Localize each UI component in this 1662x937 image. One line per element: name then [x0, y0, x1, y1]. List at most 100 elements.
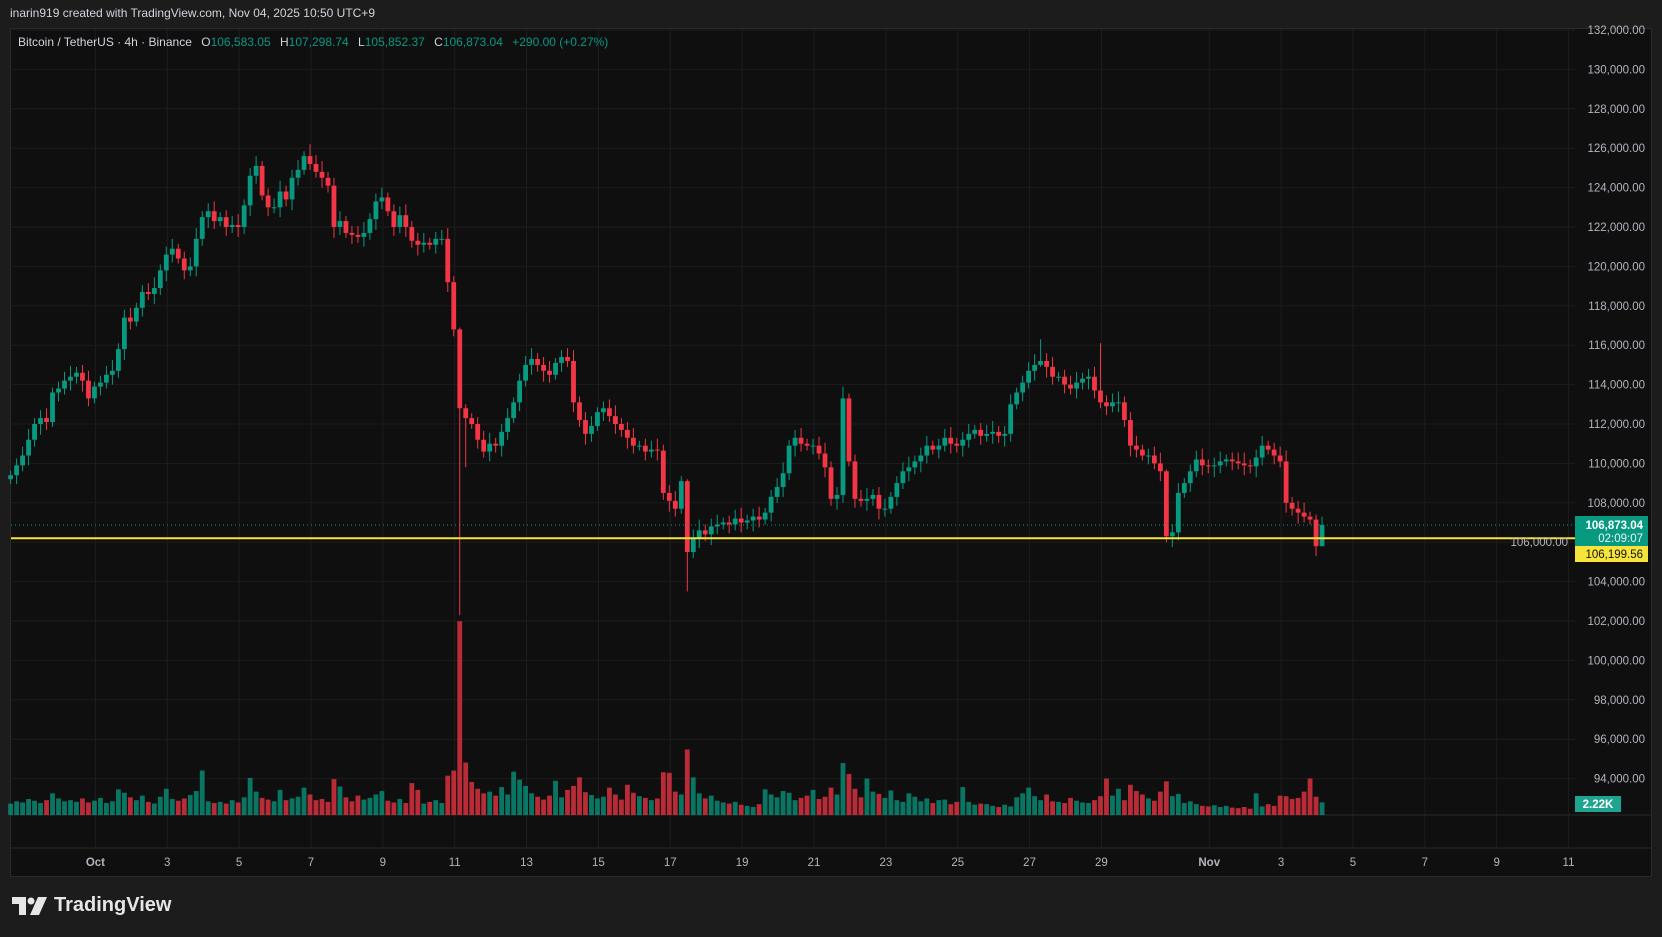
candle-body — [1211, 465, 1217, 467]
volume-bar — [151, 803, 157, 815]
candle-body — [511, 402, 517, 419]
candle-body — [589, 425, 594, 434]
time-axis-label: 3 — [1278, 857, 1284, 869]
volume-bar — [1056, 801, 1061, 815]
volume-bar — [26, 799, 31, 815]
candle — [385, 192, 391, 217]
candle-body — [1277, 455, 1283, 462]
candle-body — [337, 221, 343, 227]
candle — [110, 359, 115, 385]
time-axis-label: 9 — [380, 857, 386, 869]
candle — [978, 423, 984, 445]
volume-bar — [32, 800, 37, 815]
candle-body — [1271, 449, 1277, 456]
volume-bar — [463, 762, 469, 815]
candle-body — [708, 526, 714, 535]
candle-body — [199, 217, 205, 239]
candle-body — [229, 225, 235, 227]
candle — [1008, 394, 1014, 442]
volume-bar — [840, 763, 846, 815]
candle — [313, 155, 319, 178]
volume-bar — [139, 795, 145, 815]
candle-body — [56, 388, 61, 393]
volume-bar — [918, 801, 924, 815]
volume-bar — [127, 797, 133, 815]
volume-bar — [816, 799, 822, 815]
candle — [1032, 354, 1038, 381]
volume-bar — [1223, 805, 1229, 815]
candle — [1002, 425, 1008, 447]
price-axis-label: 100,000.00 — [1587, 655, 1645, 667]
price-axis-label: 128,000.00 — [1587, 104, 1645, 116]
candle-body — [1253, 457, 1259, 467]
candle — [828, 461, 834, 506]
volume-bar — [750, 807, 756, 815]
candle — [804, 438, 810, 451]
candle — [175, 243, 181, 264]
volume-bar — [1062, 803, 1067, 815]
volume-bar — [858, 797, 864, 815]
candle — [822, 442, 828, 478]
candle-body — [313, 163, 319, 172]
candle — [277, 180, 283, 218]
candle — [307, 144, 313, 170]
candle-body — [900, 471, 906, 484]
candle — [211, 201, 217, 229]
volume-bar — [14, 801, 19, 815]
candle — [648, 440, 654, 458]
candle-body — [780, 473, 786, 488]
volume-bar — [427, 801, 433, 815]
candle — [325, 171, 331, 193]
volume-bar — [98, 797, 103, 815]
candle — [1068, 375, 1073, 395]
symbol-title[interactable]: Bitcoin / TetherUS · 4h · Binance — [18, 35, 192, 49]
volume-bar — [1271, 805, 1277, 815]
volume-bar — [1020, 793, 1026, 815]
candle-body — [74, 372, 79, 377]
candle-body — [1163, 471, 1169, 537]
volume-bar — [1157, 791, 1163, 815]
volume-bar — [1032, 796, 1038, 815]
volume-bar — [307, 794, 313, 815]
candle-body — [804, 443, 810, 446]
candle — [768, 489, 774, 522]
candle — [517, 373, 523, 412]
price-axis-label: 94,000.00 — [1594, 774, 1645, 786]
candle — [1092, 366, 1097, 399]
candle — [98, 375, 103, 396]
volume-bar — [493, 795, 499, 815]
candle-body — [1116, 402, 1121, 404]
candle-body — [259, 165, 265, 196]
candle — [283, 185, 289, 207]
candle-body — [786, 445, 792, 474]
volume-bar — [229, 800, 235, 815]
volume-bar — [157, 796, 163, 815]
candle-body — [187, 266, 193, 271]
volume-bar — [690, 777, 696, 815]
volume-bar — [666, 772, 672, 815]
candle — [1229, 452, 1235, 471]
candle-body — [1110, 402, 1115, 407]
candle-body — [289, 177, 295, 200]
volume-bar — [1074, 800, 1079, 815]
chart-panel[interactable] — [10, 28, 1652, 877]
volume-bar — [702, 798, 708, 815]
volume-bar — [601, 796, 606, 815]
volume-bar — [810, 789, 816, 815]
volume-bar — [954, 801, 960, 815]
candle — [265, 188, 271, 217]
candle-body — [654, 449, 660, 451]
last-price-badge — [1575, 516, 1648, 547]
volume-bar — [121, 792, 127, 815]
volume-bar — [960, 787, 966, 815]
candle-body — [211, 211, 217, 222]
volume-bar — [642, 797, 648, 815]
volume-bars — [8, 621, 1325, 815]
candle — [666, 485, 672, 512]
volume-bar — [774, 797, 780, 815]
candle-body — [1092, 376, 1097, 391]
candle-body — [666, 492, 672, 501]
candle — [672, 490, 678, 517]
candle — [349, 226, 355, 244]
